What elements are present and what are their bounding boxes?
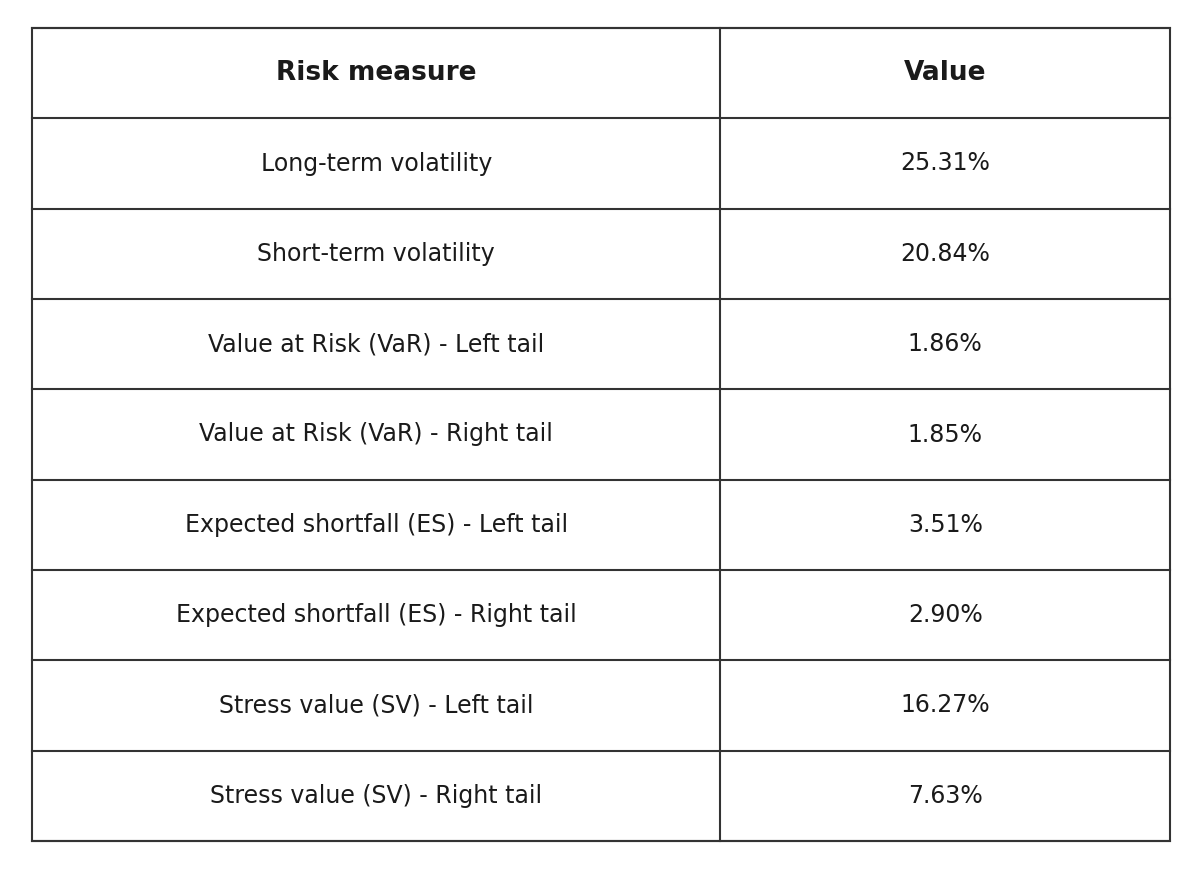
Text: 25.31%: 25.31% bbox=[900, 151, 990, 176]
Text: Value at Risk (VaR) - Right tail: Value at Risk (VaR) - Right tail bbox=[200, 422, 553, 447]
Text: Expected shortfall (ES) - Right tail: Expected shortfall (ES) - Right tail bbox=[175, 603, 577, 627]
Text: 16.27%: 16.27% bbox=[900, 693, 990, 718]
Text: 3.51%: 3.51% bbox=[908, 513, 983, 537]
Text: Risk measure: Risk measure bbox=[276, 60, 476, 86]
Text: Value: Value bbox=[904, 60, 987, 86]
Text: Long-term volatility: Long-term volatility bbox=[261, 151, 492, 176]
Text: 20.84%: 20.84% bbox=[900, 242, 990, 266]
Text: Short-term volatility: Short-term volatility bbox=[257, 242, 495, 266]
Text: 1.86%: 1.86% bbox=[908, 332, 982, 356]
Text: Expected shortfall (ES) - Left tail: Expected shortfall (ES) - Left tail bbox=[185, 513, 567, 537]
Text: 7.63%: 7.63% bbox=[908, 784, 982, 808]
Text: Stress value (SV) - Right tail: Stress value (SV) - Right tail bbox=[210, 784, 542, 808]
Text: Value at Risk (VaR) - Left tail: Value at Risk (VaR) - Left tail bbox=[208, 332, 545, 356]
Text: 2.90%: 2.90% bbox=[908, 603, 982, 627]
Text: Stress value (SV) - Left tail: Stress value (SV) - Left tail bbox=[219, 693, 534, 718]
Text: 1.85%: 1.85% bbox=[908, 422, 983, 447]
